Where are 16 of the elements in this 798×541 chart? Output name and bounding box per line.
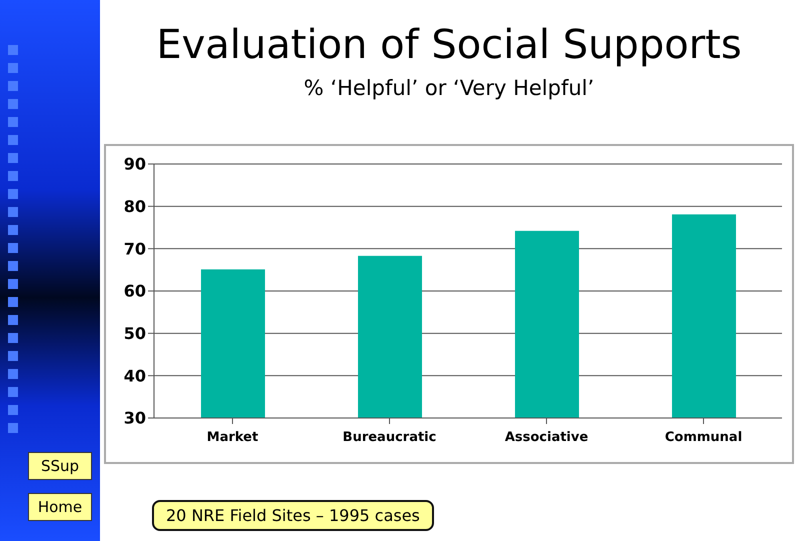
x-tick-label: Associative [504,430,588,446]
text: 20 NRE Field Sites – 1995 cases [152,500,434,531]
x-tick-label: Communal [664,430,742,446]
y-tick-label: 30 [124,408,146,428]
y-tick-label: 40 [124,366,146,386]
chart-title: Evaluation of Social Supports [155,22,743,68]
y-tick-label: 90 [124,154,146,174]
y-tick-label: 60 [124,282,146,301]
chart-subtitle: % ‘Helpful’ or ‘Very Helpful’ [302,76,596,100]
y-tick-label: 70 [124,239,146,258]
x-tick-label: Market [206,430,258,446]
y-tick-label: 80 [124,197,146,216]
text: Home [28,493,92,521]
y-tick-label: 50 [124,324,146,344]
x-tick-label: Bureaucratic [342,430,436,446]
text: SSup [28,452,92,480]
